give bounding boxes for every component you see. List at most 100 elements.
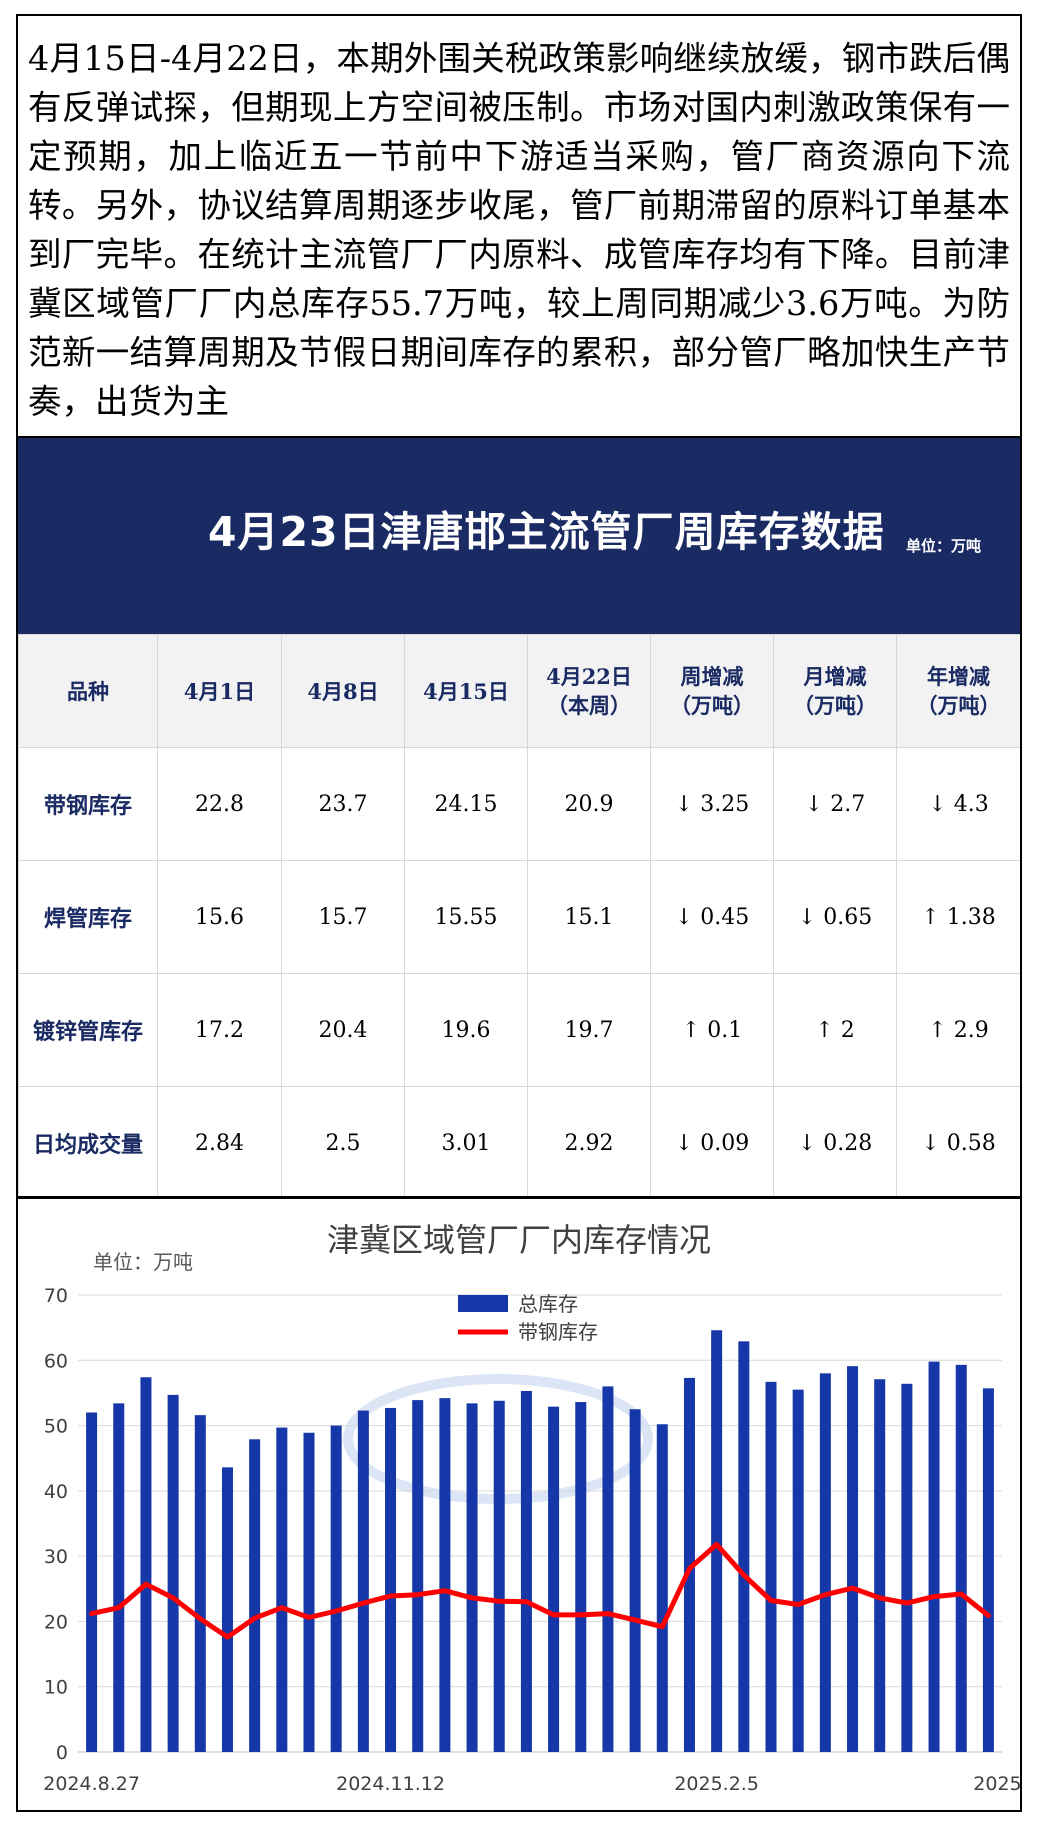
bar xyxy=(874,1379,886,1752)
row-label: 镀锌管库存 xyxy=(18,973,158,1087)
bar xyxy=(330,1425,342,1752)
bar xyxy=(901,1383,913,1752)
x-tick-label: 2024.11.12 xyxy=(336,1773,445,1795)
y-tick-label: 70 xyxy=(44,1285,68,1307)
table-cell: 23.7 xyxy=(281,747,405,861)
bar xyxy=(955,1364,967,1752)
table-cell: 15.6 xyxy=(157,860,282,974)
arrow-down-icon: ↓ xyxy=(674,791,694,817)
inventory-chart-svg: 0 10 20 30 40 50 60 70 2024.8.27 2024.11.12 2025.2… xyxy=(43,1221,1020,1795)
table-row: 焊管库存 15.6 15.7 15.55 15.1 ↓ 0.45 ↓ 0.65 ↑ 1.38 xyxy=(18,860,1020,974)
bar xyxy=(412,1400,424,1752)
inventory-chart: 0 10 20 30 40 50 60 70 2024.8.27 2024.11.12 2025.2… xyxy=(18,1196,1020,1810)
x-tick-label: 2025.4.2 xyxy=(973,1773,1020,1795)
table-header-6: 月增减 （万吨） xyxy=(773,634,897,748)
table-header-5: 周增减 （万吨） xyxy=(650,634,774,748)
bar xyxy=(575,1402,587,1752)
change-cell-down: ↓ 2.7 xyxy=(773,747,897,861)
change-value: 1.38 xyxy=(939,904,996,930)
change-cell-down: ↓ 0.45 xyxy=(650,860,774,974)
bar xyxy=(765,1381,777,1752)
table-header-2: 4月8日 xyxy=(281,634,405,748)
banner-unit: 单位：万吨 xyxy=(906,537,982,555)
y-tick-label: 50 xyxy=(44,1416,68,1438)
change-cell-down: ↓ 3.25 xyxy=(650,747,774,861)
bar xyxy=(683,1377,695,1752)
change-value: 0.58 xyxy=(939,1130,996,1156)
bar xyxy=(167,1394,179,1752)
article-text: 4月15日-4月22日，本期外围关税政策影响继续放缓，钢市跌后偶有反弹试探，但期… xyxy=(28,39,1010,421)
y-tick-label: 20 xyxy=(44,1611,68,1633)
table-header-0: 品种 xyxy=(18,634,158,748)
table-row: 带钢库存 22.8 23.7 24.15 20.9 ↓ 3.25 ↓ 2.7 ↓ 4.3 xyxy=(18,747,1020,861)
change-value: 0.09 xyxy=(693,1130,750,1156)
y-tick-label: 40 xyxy=(44,1481,68,1503)
y-tick-label: 10 xyxy=(44,1677,68,1699)
bar xyxy=(493,1400,505,1752)
x-tick-label: 2024.8.27 xyxy=(43,1773,140,1795)
legend-label-total: 总库存 xyxy=(518,1292,578,1316)
bar xyxy=(738,1341,750,1752)
change-cell-up: ↑ 2 xyxy=(773,973,897,1087)
arrow-down-icon: ↓ xyxy=(674,1130,694,1156)
bar xyxy=(113,1403,125,1752)
row-label: 日均成交量 xyxy=(18,1086,158,1200)
bar xyxy=(194,1415,206,1752)
change-value: 3.25 xyxy=(693,791,750,817)
change-value: 2.7 xyxy=(823,791,866,817)
arrow-down-icon: ↓ xyxy=(797,904,817,930)
bar xyxy=(656,1424,668,1752)
bar xyxy=(303,1432,315,1752)
bar xyxy=(819,1373,831,1752)
table-row: 日均成交量 2.84 2.5 3.01 2.92 ↓ 0.09 ↓ 0.28 ↓ 0.58 xyxy=(18,1086,1020,1200)
bar xyxy=(711,1330,723,1752)
row-label: 焊管库存 xyxy=(18,860,158,974)
change-cell-down: ↓ 0.58 xyxy=(896,1086,1020,1200)
table-cell: 19.7 xyxy=(527,973,651,1087)
table-cell: 2.92 xyxy=(527,1086,651,1200)
bar xyxy=(792,1389,804,1752)
table-cell: 2.5 xyxy=(281,1086,405,1200)
change-cell-up: ↑ 2.9 xyxy=(896,973,1020,1087)
bar xyxy=(221,1467,233,1752)
change-value: 0.28 xyxy=(816,1130,873,1156)
legend-swatch-total xyxy=(458,1295,508,1312)
bar xyxy=(140,1377,152,1752)
table-cell: 17.2 xyxy=(157,973,282,1087)
report-frame: 4月15日-4月22日，本期外围关税政策影响继续放缓，钢市跌后偶有反弹试探，但期… xyxy=(16,14,1022,1812)
x-tick-label: 2025.2.5 xyxy=(674,1773,759,1795)
arrow-up-icon: ↑ xyxy=(928,1017,947,1043)
bar xyxy=(520,1390,532,1752)
table-header-4: 4月22日 （本周） xyxy=(527,634,651,748)
table-cell: 20.9 xyxy=(527,747,651,861)
bar xyxy=(982,1388,994,1752)
table-cell: 2.84 xyxy=(157,1086,282,1200)
arrow-up-icon: ↑ xyxy=(815,1017,834,1043)
change-value: 2.9 xyxy=(946,1017,989,1043)
arrow-down-icon: ↓ xyxy=(928,791,947,817)
bar xyxy=(385,1407,397,1752)
change-cell-down: ↓ 0.28 xyxy=(773,1086,897,1200)
table-cell: 15.1 xyxy=(527,860,651,974)
change-cell-down: ↓ 4.3 xyxy=(896,747,1020,861)
legend-label-strip: 带钢库存 xyxy=(518,1320,598,1344)
change-cell-down: ↓ 0.65 xyxy=(773,860,897,974)
bar xyxy=(86,1412,98,1752)
bar xyxy=(439,1398,451,1752)
table-cell: 24.15 xyxy=(404,747,528,861)
change-value: 0.1 xyxy=(700,1017,743,1043)
line-series-strip-steel xyxy=(89,1541,991,1640)
bar xyxy=(602,1386,614,1752)
change-value: 0.45 xyxy=(693,904,750,930)
bar xyxy=(548,1406,560,1752)
change-value: 0.65 xyxy=(816,904,873,930)
arrow-up-icon: ↑ xyxy=(681,1017,701,1043)
y-tick-label: 30 xyxy=(44,1546,68,1568)
arrow-down-icon: ↓ xyxy=(674,904,694,930)
arrow-down-icon: ↓ xyxy=(921,1130,940,1156)
bar xyxy=(928,1361,940,1752)
chart-unit-label: 单位：万吨 xyxy=(93,1250,193,1274)
table-cell: 19.6 xyxy=(404,973,528,1087)
table-cell: 22.8 xyxy=(157,747,282,861)
bar xyxy=(276,1427,288,1752)
